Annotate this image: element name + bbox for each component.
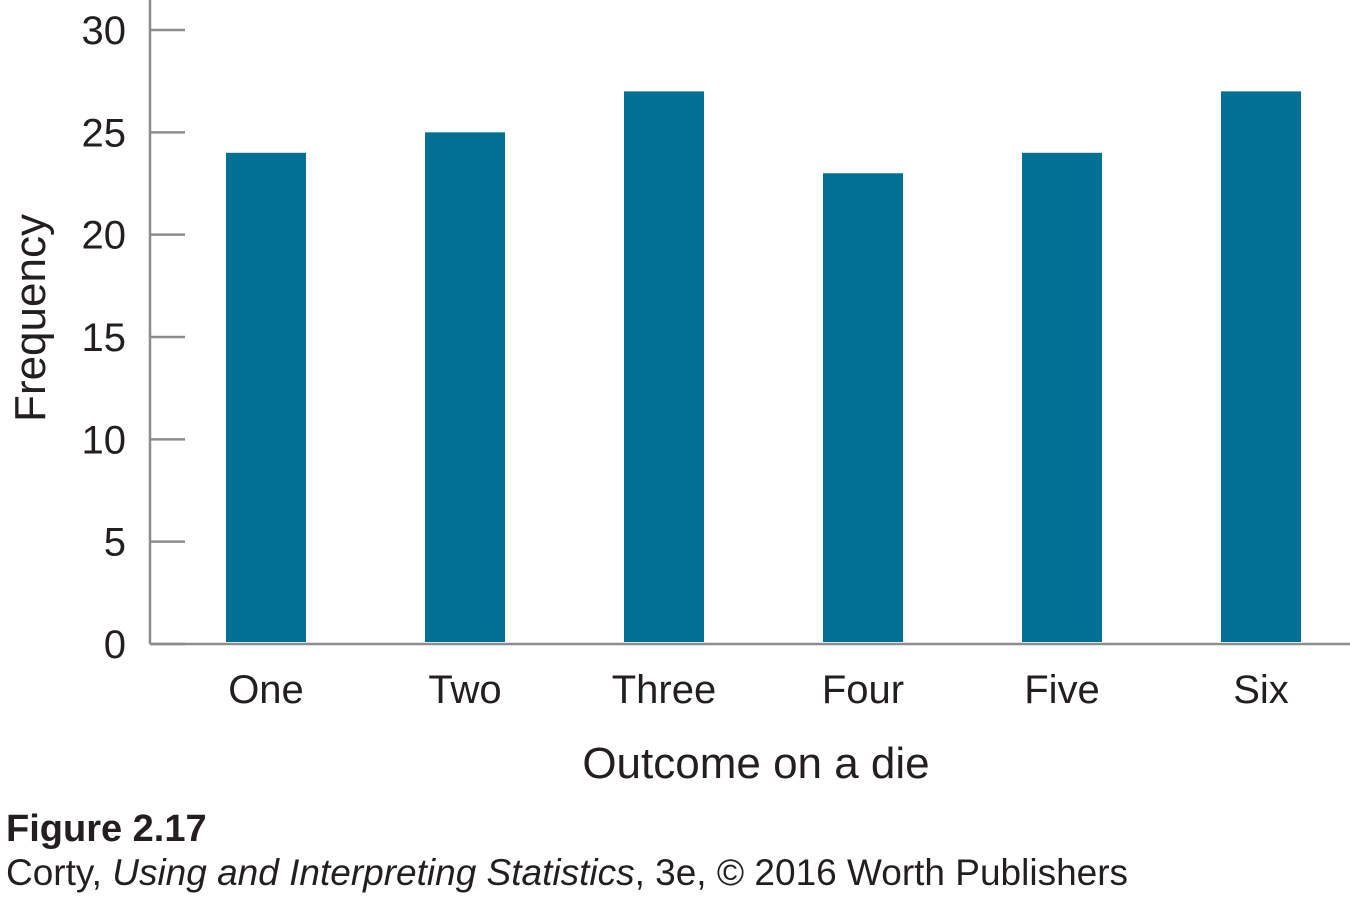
bars [226, 91, 1301, 643]
x-tick-label-four: Four [822, 668, 904, 712]
x-tick-label-three: Three [612, 668, 717, 712]
bar-two [425, 132, 505, 643]
figure-label: Figure 2.17 [6, 808, 207, 850]
x-axis-tick-labels: One Two Three Four Five Six [228, 668, 1289, 712]
y-axis-ticks: 0 5 10 15 20 25 30 [82, 9, 185, 667]
bar-five [1022, 152, 1102, 643]
y-tick-label-30: 30 [82, 9, 127, 53]
bar-chart: 0 5 10 15 20 25 30 One Two Three Four Five Six Freq… [6, 0, 1350, 788]
y-tick-label-25: 25 [82, 111, 127, 155]
y-axis-title: Frequency [6, 214, 55, 422]
bar-four [823, 173, 903, 642]
y-tick-label-20: 20 [82, 214, 127, 258]
x-tick-label-five: Five [1024, 668, 1100, 712]
x-tick-label-one: One [228, 668, 304, 712]
credit-rest: , 3e, © 2016 Worth Publishers [634, 852, 1129, 893]
y-tick-label-10: 10 [82, 418, 127, 462]
x-axis-title: Outcome on a die [582, 739, 929, 788]
bar-three [624, 91, 704, 642]
bar-six [1221, 91, 1301, 642]
y-tick-label-5: 5 [104, 521, 126, 565]
y-tick-label-0: 0 [104, 623, 126, 667]
bar-one [226, 152, 306, 643]
x-tick-label-two: Two [428, 668, 501, 712]
credit-author: Corty, [6, 852, 113, 893]
x-tick-label-six: Six [1233, 668, 1289, 712]
y-tick-label-15: 15 [82, 316, 127, 360]
credit-book-title: Using and Interpreting Statistics [112, 852, 635, 893]
figure-credit: Corty, Using and Interpreting Statistics… [6, 852, 1128, 894]
